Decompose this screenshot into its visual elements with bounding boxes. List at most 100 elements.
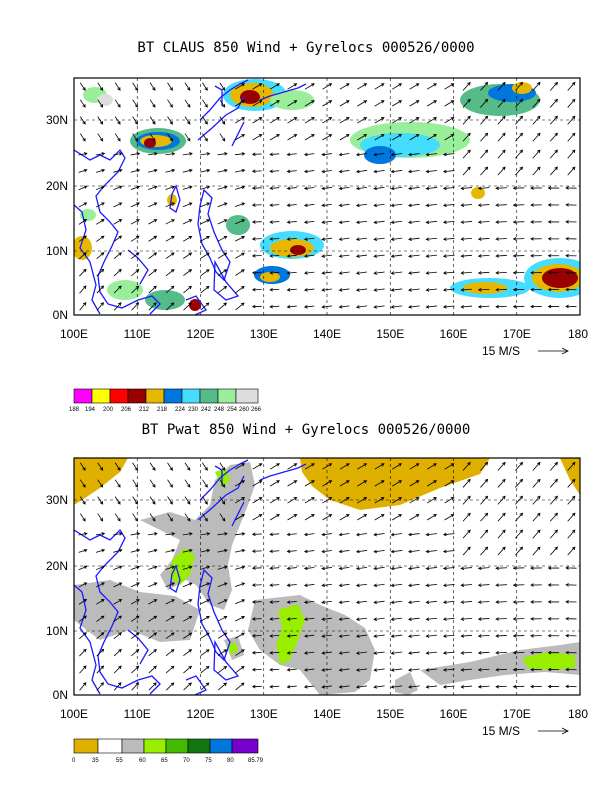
wind-vector-arrow (355, 651, 368, 655)
wind-vector-arrow (97, 133, 104, 142)
wind-vector-arrow (530, 203, 542, 207)
wind-vector-arrow (217, 632, 228, 639)
wind-vector-arrow (462, 81, 471, 91)
wind-vector-arrow (79, 302, 87, 311)
wind-vector-arrow (460, 617, 473, 621)
wind-vector-arrow (408, 634, 420, 638)
wind-vector-arrow (408, 583, 420, 588)
wind-vector-arrow (269, 667, 280, 672)
wind-vector-arrow (355, 685, 368, 689)
wind-vector-arrow (132, 496, 138, 505)
wind-vector-arrow (321, 271, 332, 275)
wind-vector-arrow (408, 186, 420, 191)
wind-vector-arrow (495, 667, 507, 672)
wind-vector-arrow (114, 479, 121, 488)
wind-vector-arrow (286, 220, 297, 224)
wind-vector-arrow (200, 532, 211, 536)
panel2-colorbar-label: 85.79 (248, 758, 264, 764)
wind-vector-arrow (132, 116, 138, 125)
wind-vector-arrow (480, 149, 489, 159)
wind-vector-arrow (338, 532, 350, 537)
wind-vector-arrow (497, 478, 506, 488)
wind-vector-arrow (321, 617, 332, 621)
wind-vector-arrow (338, 305, 350, 309)
wind-vector-arrow (132, 462, 138, 471)
panel1-ytick: 30N (46, 113, 68, 127)
wind-vector-arrow (269, 514, 280, 521)
wind-vector-arrow (149, 496, 156, 505)
wind-vector-arrow (303, 152, 315, 157)
wind-vector-arrow (148, 682, 157, 691)
wind-vector-arrow (182, 235, 193, 242)
wind-vector-arrow (217, 219, 228, 225)
wind-vector-arrow (96, 648, 105, 657)
wind-vector-arrow (495, 617, 507, 621)
wind-vector-arrow (530, 237, 542, 241)
wind-vector-arrow (355, 600, 368, 605)
wind-vector-arrow (234, 514, 246, 521)
wind-vector-arrow (460, 685, 473, 689)
wind-vector-arrow (234, 134, 246, 141)
wind-vector-arrow (235, 285, 245, 294)
panel1-x-axis: 100E 110E 120E 130E 140E 150E 160E 170E … (60, 327, 588, 341)
wind-vector-arrow (97, 462, 104, 471)
wind-vector-arrow (148, 185, 158, 190)
wind-vector-arrow (287, 480, 298, 487)
wind-vector-arrow (547, 617, 560, 621)
wind-vector-arrow (184, 496, 191, 505)
wind-vector-arrow (462, 461, 471, 471)
wind-vector-arrow (114, 496, 121, 505)
wind-vector-arrow (390, 549, 403, 554)
pwat-dry-regions (74, 458, 580, 510)
wind-vector-arrow (96, 615, 105, 622)
wind-vector-arrow (200, 632, 210, 639)
wind-vector-arrow (130, 548, 141, 553)
wind-vector-arrow (234, 83, 246, 90)
wind-vector-arrow (79, 479, 86, 488)
wind-vector-arrow (392, 480, 403, 487)
wind-vector-arrow (547, 203, 560, 207)
wind-vector-arrow (532, 495, 541, 505)
wind-vector-arrow (408, 254, 420, 258)
wind-vector-arrow (219, 99, 226, 108)
wind-vector-arrow (567, 478, 576, 488)
wind-vector-arrow (303, 532, 315, 537)
panel1-xtick: 170E (503, 327, 531, 341)
wind-vector-arrow (547, 270, 560, 275)
wind-vector-arrow (79, 496, 86, 505)
wind-vector-arrow (304, 497, 315, 504)
panel1-colorbar-label: 242 (201, 407, 212, 413)
wind-vector-arrow (235, 269, 245, 276)
wind-vector-arrow (234, 582, 246, 588)
panel2-xtick: 100E (60, 707, 88, 721)
wind-vector-arrow (149, 133, 156, 142)
wind-vector-arrow (549, 529, 558, 539)
wind-vector-arrow (165, 252, 175, 259)
wind-vector-arrow (530, 270, 542, 275)
wind-vector-arrow (130, 565, 141, 570)
wind-vector-arrow (321, 583, 332, 588)
wind-vector-arrow (390, 532, 403, 537)
wind-vector-arrow (338, 566, 350, 571)
wind-vector-arrow (304, 83, 315, 90)
wind-vector-arrow (131, 682, 140, 691)
wind-vector-arrow (200, 548, 211, 553)
wind-vector-arrow (96, 302, 104, 311)
wind-vector-arrow (165, 235, 175, 242)
wind-vector-arrow (549, 115, 558, 125)
wind-vector-arrow (392, 117, 403, 124)
wind-vector-arrow (392, 514, 403, 521)
panel2-frame (73, 457, 581, 696)
wind-vector-arrow (287, 83, 298, 90)
wind-vector-arrow (390, 237, 403, 241)
wind-vector-arrow (321, 203, 332, 208)
wind-vector-arrow (497, 98, 506, 108)
wind-vector-arrow (357, 100, 368, 107)
wind-vector-arrow (165, 649, 175, 657)
wind-vector-arrow (78, 582, 88, 588)
wind-vector-arrow (339, 480, 350, 487)
wind-vector-arrow (532, 529, 541, 539)
wind-vector-arrow (532, 461, 541, 471)
wind-vector-arrow (184, 116, 191, 125)
wind-vector-arrow (252, 463, 263, 470)
